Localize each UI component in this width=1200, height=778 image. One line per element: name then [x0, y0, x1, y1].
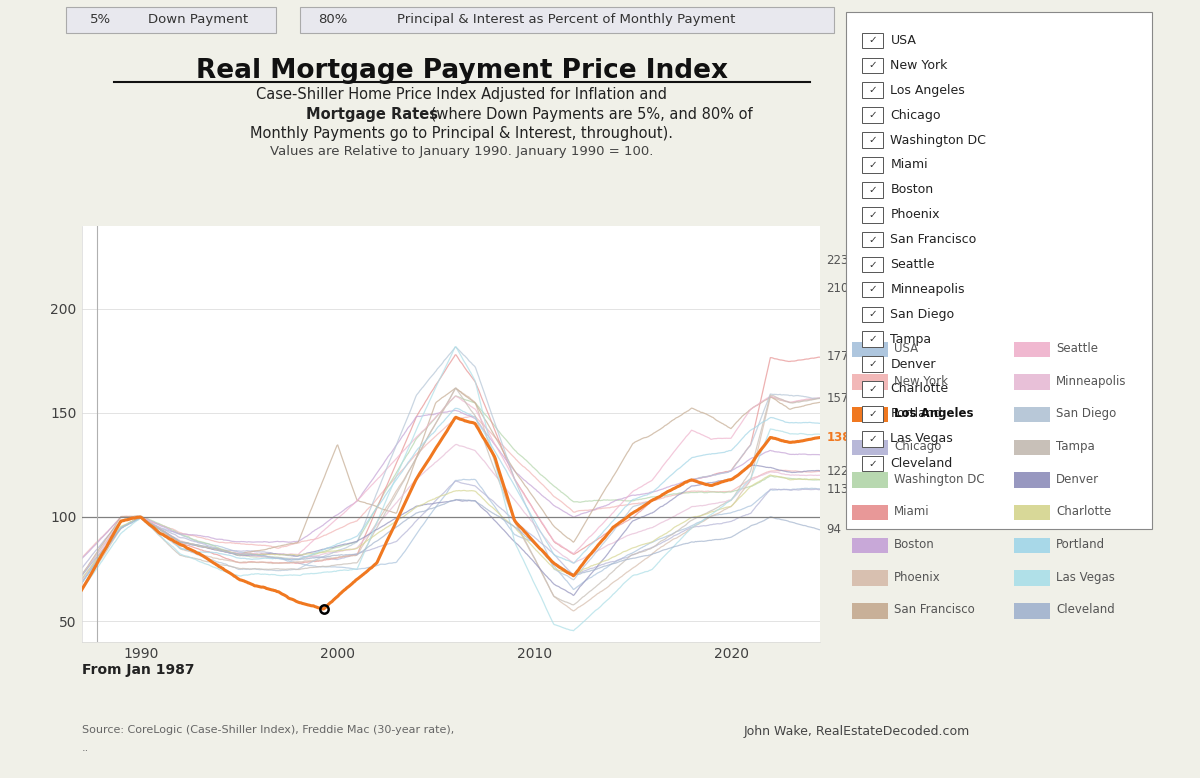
Text: Portland: Portland [1056, 538, 1105, 551]
Text: San Diego: San Diego [1056, 408, 1116, 420]
Text: Case-Shiller Home Price Index Adjusted for Inflation and: Case-Shiller Home Price Index Adjusted f… [257, 87, 667, 102]
Text: Seattle: Seattle [1056, 342, 1098, 355]
Text: New York: New York [894, 375, 948, 387]
Text: 122: 122 [827, 464, 850, 478]
Text: ✓: ✓ [868, 160, 877, 170]
Text: Las Vegas: Las Vegas [1056, 571, 1115, 584]
Text: 80%: 80% [318, 13, 347, 26]
Text: Chicago: Chicago [894, 440, 941, 453]
Text: Denver: Denver [890, 358, 936, 370]
Text: USA: USA [894, 342, 918, 355]
Text: Cleveland: Cleveland [890, 457, 953, 470]
Text: ✓: ✓ [868, 359, 877, 369]
Text: New York: New York [890, 59, 948, 72]
Text: Values are Relative to January 1990. January 1990 = 100.: Values are Relative to January 1990. Jan… [270, 145, 654, 158]
Text: Cleveland: Cleveland [1056, 604, 1115, 616]
Text: ✓: ✓ [868, 384, 877, 394]
Text: ✓: ✓ [868, 235, 877, 244]
Text: Minneapolis: Minneapolis [1056, 375, 1127, 387]
Text: 210: 210 [827, 282, 848, 295]
Text: ..: .. [82, 743, 89, 753]
Text: Down Payment: Down Payment [148, 13, 248, 26]
Text: Source: CoreLogic (Case-Shiller Index), Freddie Mac (30-year rate),: Source: CoreLogic (Case-Shiller Index), … [82, 725, 454, 735]
Text: Tampa: Tampa [890, 333, 931, 345]
Text: ✓: ✓ [868, 185, 877, 194]
Text: Monthly Payments go to Principal & Interest, throughout).: Monthly Payments go to Principal & Inter… [251, 126, 673, 141]
Text: ✓: ✓ [868, 86, 877, 95]
Text: San Francisco: San Francisco [890, 233, 977, 246]
Text: Phoenix: Phoenix [890, 209, 940, 221]
Text: Minneapolis: Minneapolis [890, 283, 965, 296]
Text: San Diego: San Diego [890, 308, 954, 321]
Text: 94: 94 [827, 523, 841, 536]
Text: Miami: Miami [894, 506, 930, 518]
Text: (where Down Payments are 5%, and 80% of: (where Down Payments are 5%, and 80% of [426, 107, 752, 121]
Text: Los Angeles: Los Angeles [890, 84, 965, 96]
Text: Seattle: Seattle [890, 258, 935, 271]
Text: ✓: ✓ [868, 459, 877, 468]
Text: San Francisco: San Francisco [894, 604, 974, 616]
Text: Charlotte: Charlotte [1056, 506, 1111, 518]
Text: Tampa: Tampa [1056, 440, 1094, 453]
Text: 157: 157 [827, 392, 848, 405]
Text: 5%: 5% [90, 13, 112, 26]
Text: ✓: ✓ [868, 335, 877, 344]
Text: Los Angeles: Los Angeles [894, 408, 973, 420]
Text: Charlotte: Charlotte [890, 383, 948, 395]
Text: USA: USA [890, 34, 917, 47]
Text: Portland: Portland [890, 408, 942, 420]
Text: Boston: Boston [890, 184, 934, 196]
Text: ✓: ✓ [868, 260, 877, 269]
Text: ✓: ✓ [868, 135, 877, 145]
Text: Mortgage Rates: Mortgage Rates [306, 107, 438, 121]
Text: Phoenix: Phoenix [894, 571, 941, 584]
Text: John Wake, RealEstateDecoded.com: John Wake, RealEstateDecoded.com [744, 725, 971, 738]
Text: Real Mortgage Payment Price Index: Real Mortgage Payment Price Index [196, 58, 728, 84]
Text: Chicago: Chicago [890, 109, 941, 121]
Text: Miami: Miami [890, 159, 928, 171]
Text: From Jan 1987: From Jan 1987 [82, 663, 194, 677]
Text: 177: 177 [827, 350, 850, 363]
Text: Washington DC: Washington DC [894, 473, 985, 485]
Text: ✓: ✓ [868, 285, 877, 294]
Text: 113: 113 [827, 483, 848, 496]
Text: Las Vegas: Las Vegas [890, 433, 953, 445]
Text: 138: 138 [827, 431, 851, 444]
Text: Denver: Denver [1056, 473, 1099, 485]
Text: Principal & Interest as Percent of Monthly Payment: Principal & Interest as Percent of Month… [397, 13, 736, 26]
Text: ✓: ✓ [868, 434, 877, 443]
Text: 223: 223 [827, 254, 848, 268]
Text: ✓: ✓ [868, 310, 877, 319]
Text: ✓: ✓ [868, 110, 877, 120]
Text: ✓: ✓ [868, 210, 877, 219]
Text: ✓: ✓ [868, 409, 877, 419]
Text: Washington DC: Washington DC [890, 134, 986, 146]
Text: ✓: ✓ [868, 61, 877, 70]
Text: Boston: Boston [894, 538, 935, 551]
Text: ✓: ✓ [868, 36, 877, 45]
